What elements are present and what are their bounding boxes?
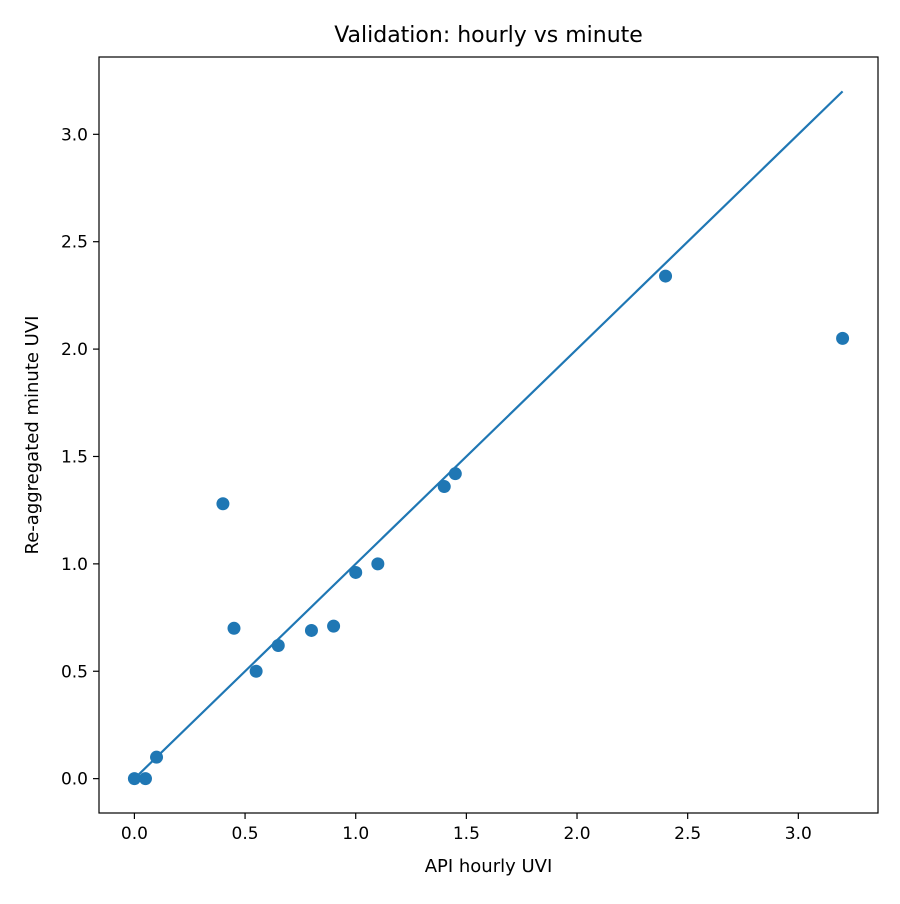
data-point [249,664,263,678]
y-tick-label: 0.5 [61,662,88,682]
x-tick-label: 1.0 [342,824,369,844]
data-point [138,772,152,786]
data-point [127,772,141,786]
x-tick-label: 1.5 [453,824,480,844]
data-point [227,621,241,635]
y-tick-label: 2.5 [61,233,88,253]
data-point [448,467,462,481]
data-point [216,497,230,511]
x-axis-label: API hourly UVI [425,856,553,877]
plot-frame [98,56,879,814]
x-tick-label: 2.0 [563,824,590,844]
data-point [304,623,318,637]
data-point [659,269,673,283]
data-point [371,557,385,571]
data-point [150,750,164,764]
x-axis-ticks: 0.0 0.5 1.0 1.5 2.0 2.5 3.0 [121,813,812,844]
y-tick-label: 1.5 [61,447,88,467]
y-tick-label: 2.0 [61,340,88,360]
data-point [271,638,285,652]
x-tick-label: 0.5 [232,824,259,844]
y-tick-label: 1.0 [61,555,88,575]
y-tick-label: 0.0 [61,770,88,790]
x-tick-label: 3.0 [785,824,812,844]
y-axis-ticks: 0.0 0.5 1.0 1.5 2.0 2.5 3.0 [61,125,99,790]
reference-line [133,90,844,780]
plot-area [127,90,850,786]
x-tick-label: 2.5 [674,824,701,844]
y-axis-label: Re-aggregated minute UVI [22,316,43,555]
data-point [437,480,451,494]
chart-title: Validation: hourly vs minute [334,23,643,48]
data-point [349,565,363,579]
x-tick-label: 0.0 [121,824,148,844]
data-point [836,331,850,345]
y-tick-label: 3.0 [61,125,88,145]
data-point [327,619,341,633]
